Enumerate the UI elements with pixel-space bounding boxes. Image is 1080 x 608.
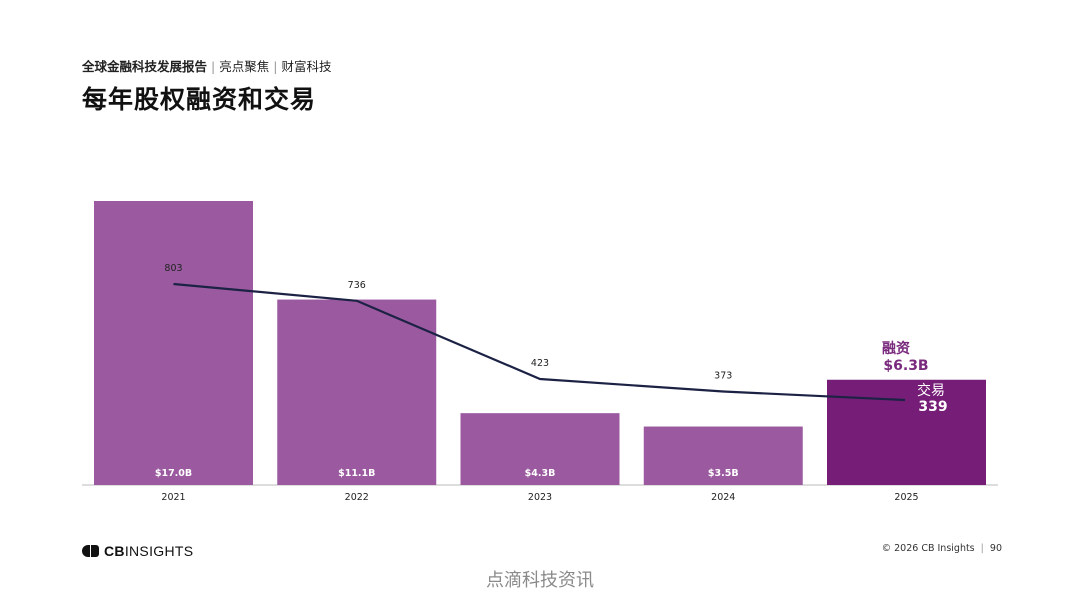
breadcrumb-separator: |: [211, 59, 216, 74]
page-title: 每年股权融资和交易: [82, 85, 317, 114]
breadcrumb-separator: |: [273, 59, 278, 74]
highlight-funding-value: $6.3B: [883, 358, 928, 374]
highlight-funding-label: 融资: [882, 340, 910, 357]
funding-deals-chart: $17.0B $11.1B $4.3B $3.5B 803 736 423 373 2021…: [82, 201, 998, 503]
bar-2023: [460, 413, 620, 485]
breadcrumb-section: 亮点聚焦: [219, 59, 270, 74]
bar-2022: [277, 299, 437, 485]
bar-2025: [827, 379, 986, 485]
bar-value-label: $4.3B: [525, 468, 556, 479]
bar-value-label: $3.5B: [708, 468, 739, 479]
breadcrumb-report: 全球金融科技发展报告: [82, 59, 208, 74]
highlight-deals-label: 交易: [917, 382, 945, 399]
cb-insights-logo: CBINSIGHTS: [82, 543, 193, 559]
x-tick-label: 2023: [528, 492, 552, 503]
cb-logo-icon: [82, 545, 100, 557]
deals-value-label: 423: [531, 358, 549, 369]
bar-2021: [94, 201, 253, 485]
deals-value-label: 803: [164, 263, 182, 274]
x-tick-label: 2024: [711, 492, 735, 503]
x-tick-label: 2022: [345, 492, 369, 503]
watermark: 点滴科技资讯: [486, 570, 594, 591]
x-tick-label: 2021: [161, 492, 185, 503]
logo-text-cb: CB: [104, 543, 125, 559]
bar-value-label: $11.1B: [338, 468, 375, 479]
deals-value-label: 373: [714, 371, 732, 382]
breadcrumb-subsection: 财富科技: [281, 59, 332, 74]
bar-value-label: $17.0B: [155, 468, 192, 479]
page-number: 90: [989, 543, 1002, 554]
copyright: © 2026 CB Insights | 90: [882, 543, 1002, 554]
bar-2024: [643, 426, 803, 485]
deals-value-label: 736: [348, 280, 366, 291]
breadcrumb: 全球金融科技发展报告 | 亮点聚焦 | 财富科技: [82, 56, 331, 75]
logo-text-insights: INSIGHTS: [124, 543, 194, 559]
x-tick-label: 2025: [894, 492, 918, 503]
deals-line: [173, 282, 906, 402]
copyright-text: © 2026 CB Insights: [881, 543, 975, 554]
copyright-separator: |: [980, 543, 984, 554]
highlight-deals-value: 339: [918, 399, 947, 415]
